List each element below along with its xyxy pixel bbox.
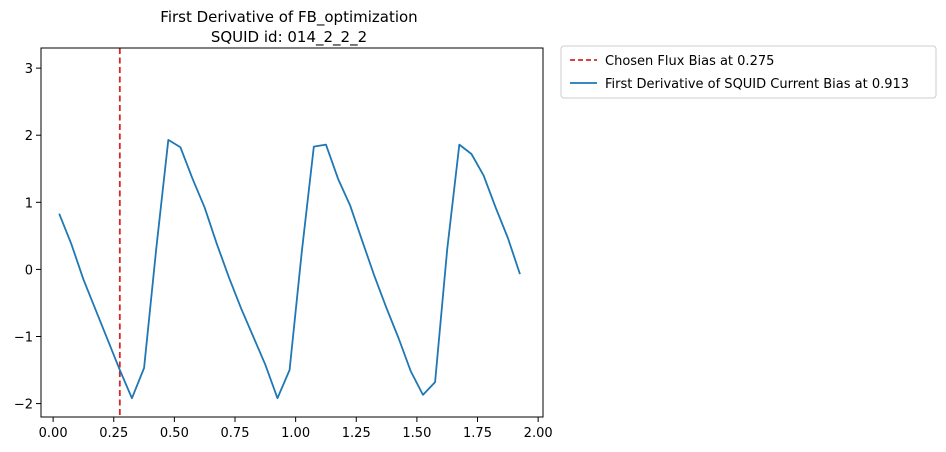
- y-tick-label: 0: [25, 263, 33, 278]
- x-tick-label: 1.75: [463, 426, 492, 441]
- x-tick-label: 0.75: [221, 426, 250, 441]
- chart-title: First Derivative of FB_optimization: [160, 8, 417, 27]
- x-tick-label: 1.00: [281, 426, 310, 441]
- plot-frame: [40, 47, 544, 418]
- x-axis-ticks: 0.00 0.25 0.50 0.75 1.00 1.25 1.50 1.75 2.00: [39, 417, 553, 441]
- chart-subtitle: SQUID id: 014_2_2_2: [211, 28, 367, 47]
- x-tick-label: 0.50: [160, 426, 189, 441]
- legend-box: [560, 45, 937, 99]
- legend: Chosen Flux Bias at 0.275 First Derivati…: [560, 45, 937, 99]
- y-tick-label: −2: [14, 398, 33, 413]
- y-tick-label: −1: [14, 330, 33, 345]
- series-line: [58, 139, 521, 400]
- x-tick-label: 0.00: [39, 426, 68, 441]
- y-tick-label: 1: [25, 196, 33, 211]
- y-axis-ticks: −2 −1 0 1 2 3: [14, 62, 41, 413]
- y-tick-label: 2: [25, 129, 33, 144]
- y-tick-label: 3: [25, 62, 33, 77]
- legend-label-vline: Chosen Flux Bias at 0.275: [605, 54, 774, 69]
- x-tick-label: 1.50: [402, 426, 431, 441]
- x-tick-label: 2.00: [524, 426, 553, 441]
- x-tick-label: 0.25: [99, 426, 128, 441]
- x-tick-label: 1.25: [342, 426, 371, 441]
- legend-label-series: First Derivative of SQUID Current Bias a…: [605, 77, 909, 92]
